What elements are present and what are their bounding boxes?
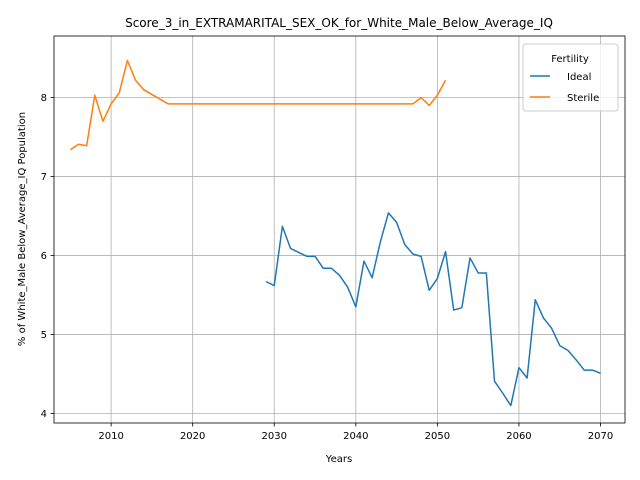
chart-title: Score_3_in_EXTRAMARITAL_SEX_OK_for_White… — [125, 16, 553, 30]
plot-area-frame — [53, 35, 626, 424]
y-tick-label: 8 — [41, 93, 47, 104]
legend-label-ideal: Ideal — [567, 72, 591, 83]
x-tick-label: 2030 — [262, 431, 287, 442]
series-lines — [69, 59, 601, 407]
series-line-ideal — [265, 212, 601, 407]
x-tick-label: 2060 — [506, 431, 531, 442]
x-tick-label: 2020 — [180, 431, 205, 442]
y-tick-label: 6 — [41, 251, 47, 262]
x-tick-label: 2070 — [588, 431, 613, 442]
x-axis-label: Years — [325, 454, 352, 465]
y-axis-label: % of White_Male Below_Average_IQ Populat… — [17, 112, 28, 346]
y-tick-label: 7 — [41, 172, 47, 183]
legend-label-sterile: Sterile — [567, 93, 599, 104]
y-tick-label: 5 — [41, 330, 47, 341]
legend-box — [522, 43, 619, 112]
x-tick-label: 2050 — [425, 431, 450, 442]
x-tick-label: 2040 — [343, 431, 368, 442]
grid-lines — [54, 36, 625, 423]
legend: Fertility Ideal Sterile — [522, 43, 619, 112]
y-axis-ticks: 4 5 6 7 8 — [41, 93, 54, 420]
legend-title: Fertility — [551, 54, 589, 65]
x-axis-ticks: 2010 2020 2030 2040 2050 2060 2070 — [98, 423, 613, 442]
x-tick-label: 2010 — [98, 431, 123, 442]
series-line-sterile — [69, 59, 447, 151]
y-tick-label: 4 — [41, 409, 47, 420]
